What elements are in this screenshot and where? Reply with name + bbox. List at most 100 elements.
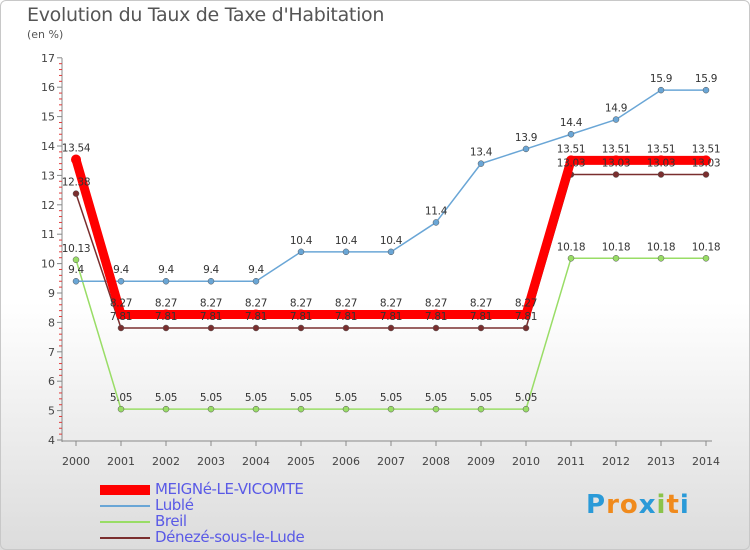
series-point-1 xyxy=(702,86,710,94)
y-tick-label: 12 xyxy=(41,199,55,212)
data-label: 14.9 xyxy=(605,103,627,115)
data-label: 9.4 xyxy=(158,264,174,276)
series-point-3 xyxy=(387,324,395,332)
x-tick-label: 2005 xyxy=(287,455,315,468)
series-point-0 xyxy=(701,155,711,166)
series-point-1 xyxy=(117,277,125,285)
series-point-2 xyxy=(342,405,350,413)
logo-letter: i xyxy=(656,490,667,520)
logo-letter: P xyxy=(586,490,607,520)
data-label: 5.05 xyxy=(200,392,222,404)
series-point-3 xyxy=(522,324,530,332)
series-point-0 xyxy=(656,155,666,166)
x-tick-label: 2009 xyxy=(467,455,495,468)
series-point-3 xyxy=(207,324,215,332)
series-point-1 xyxy=(522,145,530,153)
data-label: 10.18 xyxy=(602,241,631,253)
series-point-0 xyxy=(566,155,576,166)
data-label: 8.27 xyxy=(335,297,357,309)
data-label: 13.9 xyxy=(515,132,537,144)
series-point-2 xyxy=(117,405,125,413)
data-label: 8.27 xyxy=(380,297,402,309)
logo-letter: r xyxy=(606,490,620,520)
data-label: 10.18 xyxy=(692,241,721,253)
data-label: 7.81 xyxy=(425,311,447,323)
data-label: 7.81 xyxy=(335,311,357,323)
proxiti-logo: Proxiti xyxy=(586,490,690,520)
series-point-0 xyxy=(116,309,126,320)
y-tick-label: 15 xyxy=(41,111,55,124)
data-label: 5.05 xyxy=(470,392,492,404)
series-point-1 xyxy=(612,116,620,123)
data-label: 5.05 xyxy=(245,392,267,404)
logo-letter: o xyxy=(619,490,639,520)
series-point-2 xyxy=(432,405,440,413)
data-label: 10.18 xyxy=(557,241,586,253)
x-tick-label: 2002 xyxy=(152,455,180,468)
series-point-0 xyxy=(296,309,306,320)
data-label: 10.4 xyxy=(380,235,403,247)
series-point-3 xyxy=(252,324,260,332)
data-label: 8.27 xyxy=(290,297,312,309)
data-label: 10.18 xyxy=(647,241,676,253)
x-tick-label: 2008 xyxy=(422,455,450,468)
series-point-1 xyxy=(387,248,395,256)
series-point-2 xyxy=(162,405,170,413)
data-label: 7.81 xyxy=(200,311,222,323)
x-tick-label: 2006 xyxy=(332,455,360,468)
x-tick-label: 2011 xyxy=(557,455,585,468)
data-label: 8.27 xyxy=(200,297,222,309)
data-label: 13.03 xyxy=(647,158,676,170)
y-tick-label: 7 xyxy=(48,346,55,359)
series-point-0 xyxy=(206,309,216,320)
series-point-3 xyxy=(297,324,305,332)
series-point-3 xyxy=(72,190,80,197)
series-point-1 xyxy=(207,277,215,285)
x-tick-label: 2012 xyxy=(602,455,630,468)
series-point-1 xyxy=(477,160,485,167)
data-label: 13.03 xyxy=(557,158,586,170)
data-label: 10.13 xyxy=(62,243,91,255)
data-label: 15.9 xyxy=(695,73,717,85)
series-point-0 xyxy=(476,309,486,320)
series-point-1 xyxy=(567,130,575,138)
x-tick-label: 2004 xyxy=(242,455,270,468)
legend-swatch-luble xyxy=(100,505,150,507)
series-point-1 xyxy=(252,277,260,285)
series-point-0 xyxy=(431,309,441,320)
legend-swatch-meigne xyxy=(100,485,150,495)
data-label: 7.81 xyxy=(245,311,267,323)
series-point-0 xyxy=(386,309,396,320)
data-label: 5.05 xyxy=(335,392,357,404)
series-point-1 xyxy=(297,248,305,256)
series-point-1 xyxy=(72,277,80,285)
x-tick-label: 2007 xyxy=(377,455,405,468)
x-tick-label: 2013 xyxy=(647,455,675,468)
series-point-3 xyxy=(702,171,710,178)
data-label: 10.4 xyxy=(335,235,358,247)
series-point-3 xyxy=(117,324,125,332)
y-tick-label: 5 xyxy=(48,405,55,418)
data-label: 7.81 xyxy=(470,311,492,323)
x-tick-label: 2001 xyxy=(107,455,135,468)
chart-unit: (en %) xyxy=(27,28,64,41)
y-tick-label: 6 xyxy=(48,375,55,388)
legend-label-meigne: MEIGNé-LE-VICOMTE xyxy=(155,480,304,498)
data-label: 15.9 xyxy=(650,73,672,85)
y-tick-label: 14 xyxy=(41,140,55,153)
data-label: 8.27 xyxy=(245,297,267,309)
data-label: 8.27 xyxy=(470,297,492,309)
data-label: 13.03 xyxy=(602,158,631,170)
series-point-3 xyxy=(477,324,485,332)
x-tick-label: 2000 xyxy=(62,455,90,468)
data-label: 8.27 xyxy=(515,297,537,309)
series-point-0 xyxy=(341,309,351,320)
data-label: 13.4 xyxy=(470,147,493,159)
data-label: 9.4 xyxy=(203,264,219,276)
series-point-2 xyxy=(387,405,395,413)
series-point-2 xyxy=(702,255,710,262)
series-point-2 xyxy=(297,405,305,413)
series-point-2 xyxy=(522,405,530,413)
series-point-2 xyxy=(567,255,575,262)
